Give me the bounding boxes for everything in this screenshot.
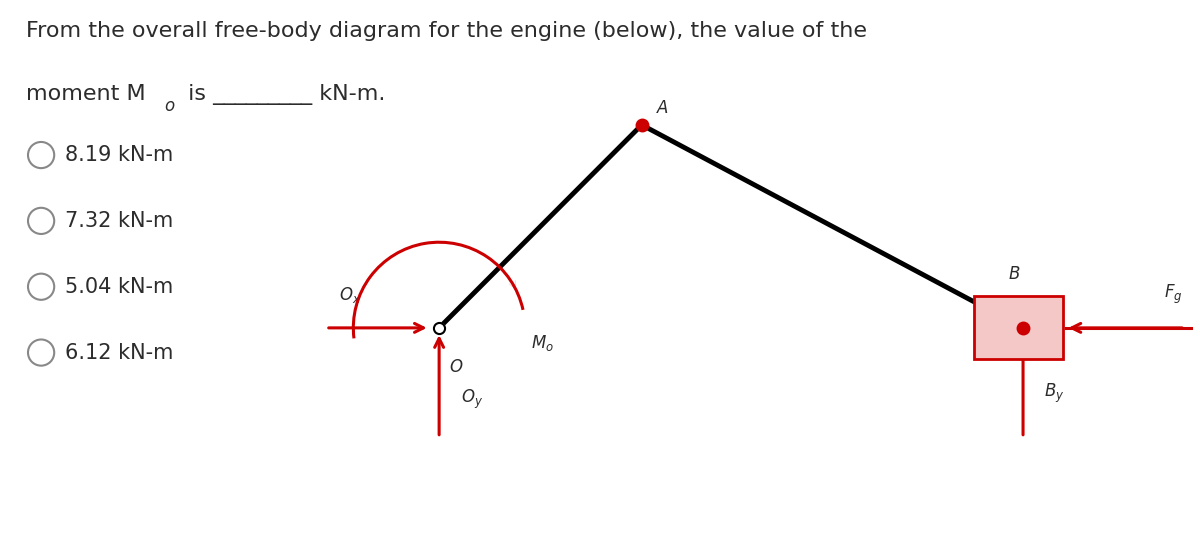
Text: 8.19 kN-m: 8.19 kN-m — [65, 145, 173, 165]
Text: $O_y$: $O_y$ — [461, 388, 482, 411]
Text: $B_y$: $B_y$ — [1044, 382, 1064, 405]
Text: $M_o$: $M_o$ — [530, 334, 554, 353]
Bar — [974, 296, 1063, 359]
Text: is _________ kN-m.: is _________ kN-m. — [180, 84, 385, 105]
Text: $B$: $B$ — [1008, 265, 1020, 282]
Text: $A$: $A$ — [656, 99, 670, 116]
Text: $F_g$: $F_g$ — [1164, 283, 1182, 306]
Text: 6.12 kN-m: 6.12 kN-m — [65, 343, 173, 363]
Text: $O_x$: $O_x$ — [338, 285, 361, 305]
Text: From the overall free-body diagram for the engine (below), the value of the: From the overall free-body diagram for t… — [25, 21, 866, 41]
Text: moment M: moment M — [25, 84, 145, 104]
Text: $O$: $O$ — [449, 358, 463, 376]
Text: 5.04 kN-m: 5.04 kN-m — [65, 277, 173, 297]
Text: o: o — [164, 97, 174, 115]
Text: 7.32 kN-m: 7.32 kN-m — [65, 211, 173, 231]
